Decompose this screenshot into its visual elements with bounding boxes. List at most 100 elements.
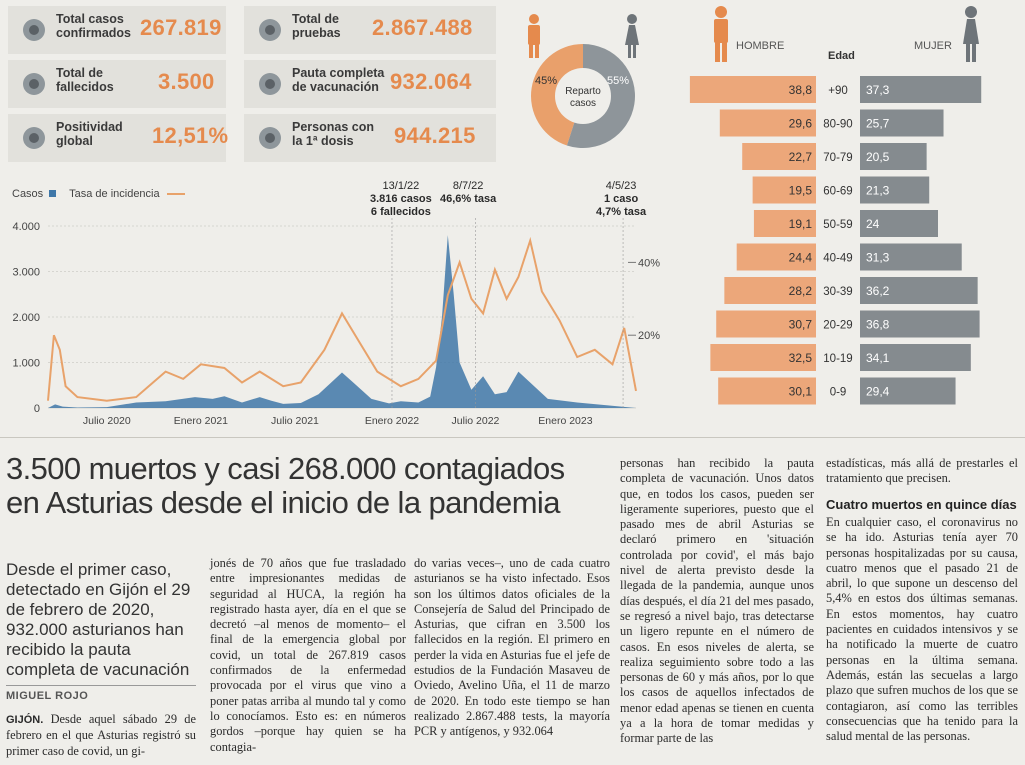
legend-tasa-swatch: [166, 193, 185, 196]
bar-hombre: [689, 76, 816, 103]
donut-mujer-pct: 55%: [607, 75, 629, 87]
value-hombre: 30,7: [789, 318, 813, 332]
stat-label: Personas con la 1ª dosis: [292, 120, 374, 148]
stat-tile: Personas con la 1ª dosis 944.215: [244, 114, 496, 162]
byline-rule: [6, 685, 196, 686]
syringes-icon: [259, 73, 281, 95]
age-label: 30-39: [823, 286, 852, 298]
stat-label: Total de fallecidos: [56, 66, 114, 94]
stat-tile: Total de fallecidos 3.500: [8, 60, 226, 108]
x-tick-label: Enero 2023: [538, 415, 592, 427]
value-mujer: 24: [866, 217, 880, 231]
edad-label: Edad: [828, 50, 855, 62]
bar-hombre: [718, 377, 816, 405]
hombre-label: HOMBRE: [736, 40, 785, 52]
bar-mujer: [860, 143, 927, 170]
value-mujer: 21,3: [866, 184, 890, 198]
tombstone-icon: [23, 73, 45, 95]
legend-tasa: Tasa de incidencia: [69, 188, 160, 200]
subhead: Cuatro muertos en quince días: [826, 497, 1017, 512]
stat-label: Total de pruebas: [292, 12, 341, 40]
body-col-4: personas han recibido la pauta completa …: [620, 456, 814, 746]
donut-title-2: casos: [570, 98, 596, 109]
bar-mujer: [860, 76, 982, 103]
mujer-label: MUJER: [914, 40, 952, 52]
percent-icon: [23, 127, 45, 149]
body-col-1: GIJÓN. Desde aquel sábado 29 de febrero …: [6, 712, 196, 758]
age-label: 10-19: [823, 353, 852, 365]
annotation-peak-cases: 13/1/22 3.816 casos 6 fallecidos: [370, 180, 432, 218]
bar-hombre: [719, 109, 816, 137]
y2-tick-label: 40%: [638, 257, 660, 269]
y2-tick-label: 20%: [638, 330, 660, 342]
value-hombre: 19,5: [789, 184, 813, 198]
value-hombre: 38,8: [789, 83, 813, 97]
value-hombre: 32,5: [789, 351, 813, 365]
chart-legend: Casos Tasa de incidencia: [12, 188, 185, 200]
body-col-5-top: estadísticas, más allá de prestarles el …: [826, 456, 1018, 486]
test-tube-icon: [259, 19, 281, 41]
divider: [0, 437, 1025, 438]
value-mujer: 20,5: [866, 150, 890, 164]
woman-icon: [625, 14, 639, 58]
value-mujer: 25,7: [866, 117, 890, 131]
byline: MIGUEL ROJO: [6, 690, 89, 702]
stat-value: 267.819: [140, 15, 222, 40]
x-tick-label: Julio 2021: [271, 415, 319, 427]
man-icon: [714, 6, 728, 62]
headline: 3.500 muertos y casi 268.000 contagiados…: [6, 451, 565, 520]
age-label: 20-29: [823, 320, 852, 332]
value-hombre: 29,6: [789, 117, 813, 131]
value-hombre: 22,7: [789, 150, 813, 164]
value-mujer: 36,8: [866, 318, 890, 332]
stat-value: 2.867.488: [372, 15, 473, 40]
age-label: 60-69: [823, 186, 852, 198]
x-tick-label: Enero 2021: [174, 415, 228, 427]
bar-hombre: [752, 176, 816, 204]
age-label: 70-79: [823, 152, 852, 164]
y-tick-label: 1.000: [12, 358, 40, 370]
y-tick-label: 2.000: [12, 312, 40, 324]
man-icon: [528, 14, 540, 58]
bar-hombre: [753, 210, 816, 237]
bar-hombre: [736, 243, 816, 271]
age-label: 80-90: [823, 119, 852, 131]
stat-label: Pauta completa de vacunación: [292, 66, 385, 94]
stat-value: 12,51%: [152, 123, 229, 148]
x-tick-label: Enero 2022: [365, 415, 419, 427]
x-tick-label: Julio 2022: [452, 415, 500, 427]
bar-mujer: [860, 176, 930, 204]
bar-mujer: [860, 344, 971, 371]
syringe-icon: [259, 127, 281, 149]
value-mujer: 36,2: [866, 284, 890, 298]
lede: Desde el primer caso, detectado en Gijón…: [6, 560, 191, 679]
donut-panel: Reparto casos 45% 55%: [508, 0, 658, 165]
stat-tile: Total de pruebas 2.867.488: [244, 6, 496, 54]
value-mujer: 31,3: [866, 251, 890, 265]
stat-value: 3.500: [158, 69, 215, 94]
y-tick-label: 3.000: [12, 267, 40, 279]
stat-value: 932.064: [390, 69, 472, 94]
bar-mujer: [860, 277, 978, 304]
bar-mujer: [860, 310, 980, 338]
value-hombre: 30,1: [789, 385, 813, 399]
stat-label: Positividad global: [56, 120, 123, 148]
woman-icon: [963, 6, 979, 62]
x-tick-label: Julio 2020: [83, 415, 131, 427]
donut-title-1: Reparto: [565, 86, 601, 97]
cases-time-series: 4.000 3.000 2.000 1.000 0 40% 20% Julio 2020 Ene…: [12, 218, 660, 427]
bar-mujer: [860, 109, 944, 137]
body-col-2: jonés de 70 años que fue trasladado entr…: [210, 556, 406, 754]
donut-hombre-pct: 45%: [535, 75, 557, 87]
annotation-peak-tasa: 8/7/22 46,6% tasa: [440, 180, 497, 205]
legend-casos: Casos: [12, 188, 44, 200]
y-tick-label: 0: [34, 403, 40, 415]
stat-label: Total casos confirmados: [56, 12, 132, 40]
stat-tile: Positividad global 12,51%: [8, 114, 229, 162]
virus-icon: [23, 19, 45, 41]
age-pyramid: HOMBRE MUJER Edad 38,8 +90 37,3 29,6 80-90 25…: [664, 0, 1025, 425]
cases-chart: Casos Tasa de incidencia 13/1/22 3.816 c…: [0, 170, 664, 428]
age-label: 40-49: [823, 253, 852, 265]
pyramid-bars: 38,8 +90 37,3 29,6 80-90 25,7 22,7 70-79 20,5 19,…: [689, 76, 982, 405]
bar-hombre: [716, 310, 816, 338]
